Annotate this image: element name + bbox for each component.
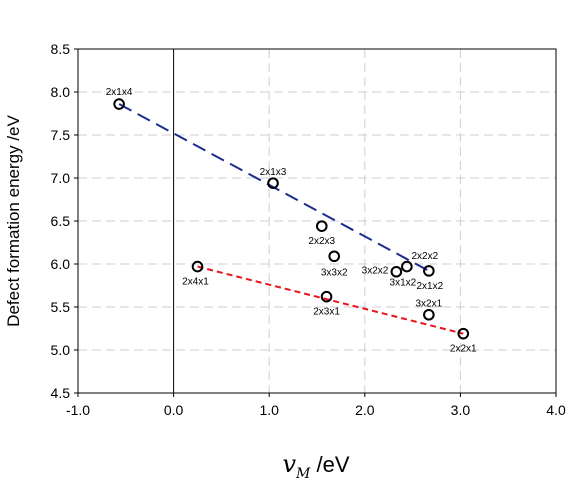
point-label: 2x1x2 — [417, 281, 444, 292]
data-point — [423, 308, 435, 321]
y-tick-label: 6.0 — [51, 256, 71, 272]
point-label: 3x2x2 — [362, 266, 389, 277]
y-tick-label: 6.5 — [51, 213, 71, 229]
data-point — [320, 290, 333, 303]
y-axis-label: Defect formation energy /eV — [4, 115, 23, 327]
data-points — [113, 98, 470, 340]
point-label: 3x1x2 — [390, 278, 417, 289]
point-label: 3x3x2 — [321, 267, 348, 278]
point-label: 2x1x3 — [260, 167, 287, 178]
data-point — [191, 260, 204, 273]
x-axis-label-unit: /eV — [310, 452, 349, 477]
gridlines — [78, 49, 556, 393]
data-point — [390, 265, 403, 278]
axis-ticks: 4.5 5.0 5.5 6.0 6.5 7.0 7.5 8.0 8.5 -1.0 0.0 1.0 2.0… — [51, 41, 566, 418]
data-point — [423, 265, 435, 277]
x-tick-label: 0.0 — [164, 402, 184, 418]
point-label: 3x2x1 — [416, 299, 443, 310]
x-axis-label: vM /eV — [282, 450, 349, 482]
point-label: 2x2x1 — [450, 344, 477, 355]
x-axis-label-symbol: v — [282, 450, 296, 478]
y-tick-label: 5.5 — [51, 299, 71, 315]
point-label: 2x3x1 — [313, 307, 340, 318]
fit-line-1 — [197, 265, 464, 335]
x-tick-label: 4.0 — [546, 402, 566, 418]
x-tick-label: -1.0 — [66, 402, 90, 418]
data-point — [113, 98, 125, 110]
y-tick-label: 8.5 — [51, 41, 71, 57]
data-point — [328, 250, 341, 263]
y-tick-label: 7.0 — [51, 170, 71, 186]
x-tick-label: 2.0 — [355, 402, 375, 418]
data-point — [401, 260, 413, 273]
y-tick-label: 5.0 — [51, 342, 71, 358]
x-axis-label-subscript: M — [295, 466, 311, 482]
y-tick-label: 8.0 — [51, 84, 71, 100]
point-label: 2x1x4 — [106, 87, 133, 98]
point-label: 2x2x2 — [412, 251, 439, 262]
x-tick-label: 1.0 — [259, 402, 279, 418]
data-point — [457, 327, 470, 340]
x-tick-label: 3.0 — [451, 402, 471, 418]
point-label: 2x4x1 — [182, 277, 209, 288]
data-point — [267, 177, 279, 189]
data-point — [315, 220, 328, 232]
y-tick-label: 4.5 — [51, 385, 71, 401]
y-tick-label: 7.5 — [51, 127, 71, 143]
point-label: 2x2x3 — [308, 236, 335, 247]
point-labels: 2x1x4 2x1x3 2x2x3 3x3x2 2x4x1 2x3x1 3x2x23x1x2… — [106, 87, 477, 355]
